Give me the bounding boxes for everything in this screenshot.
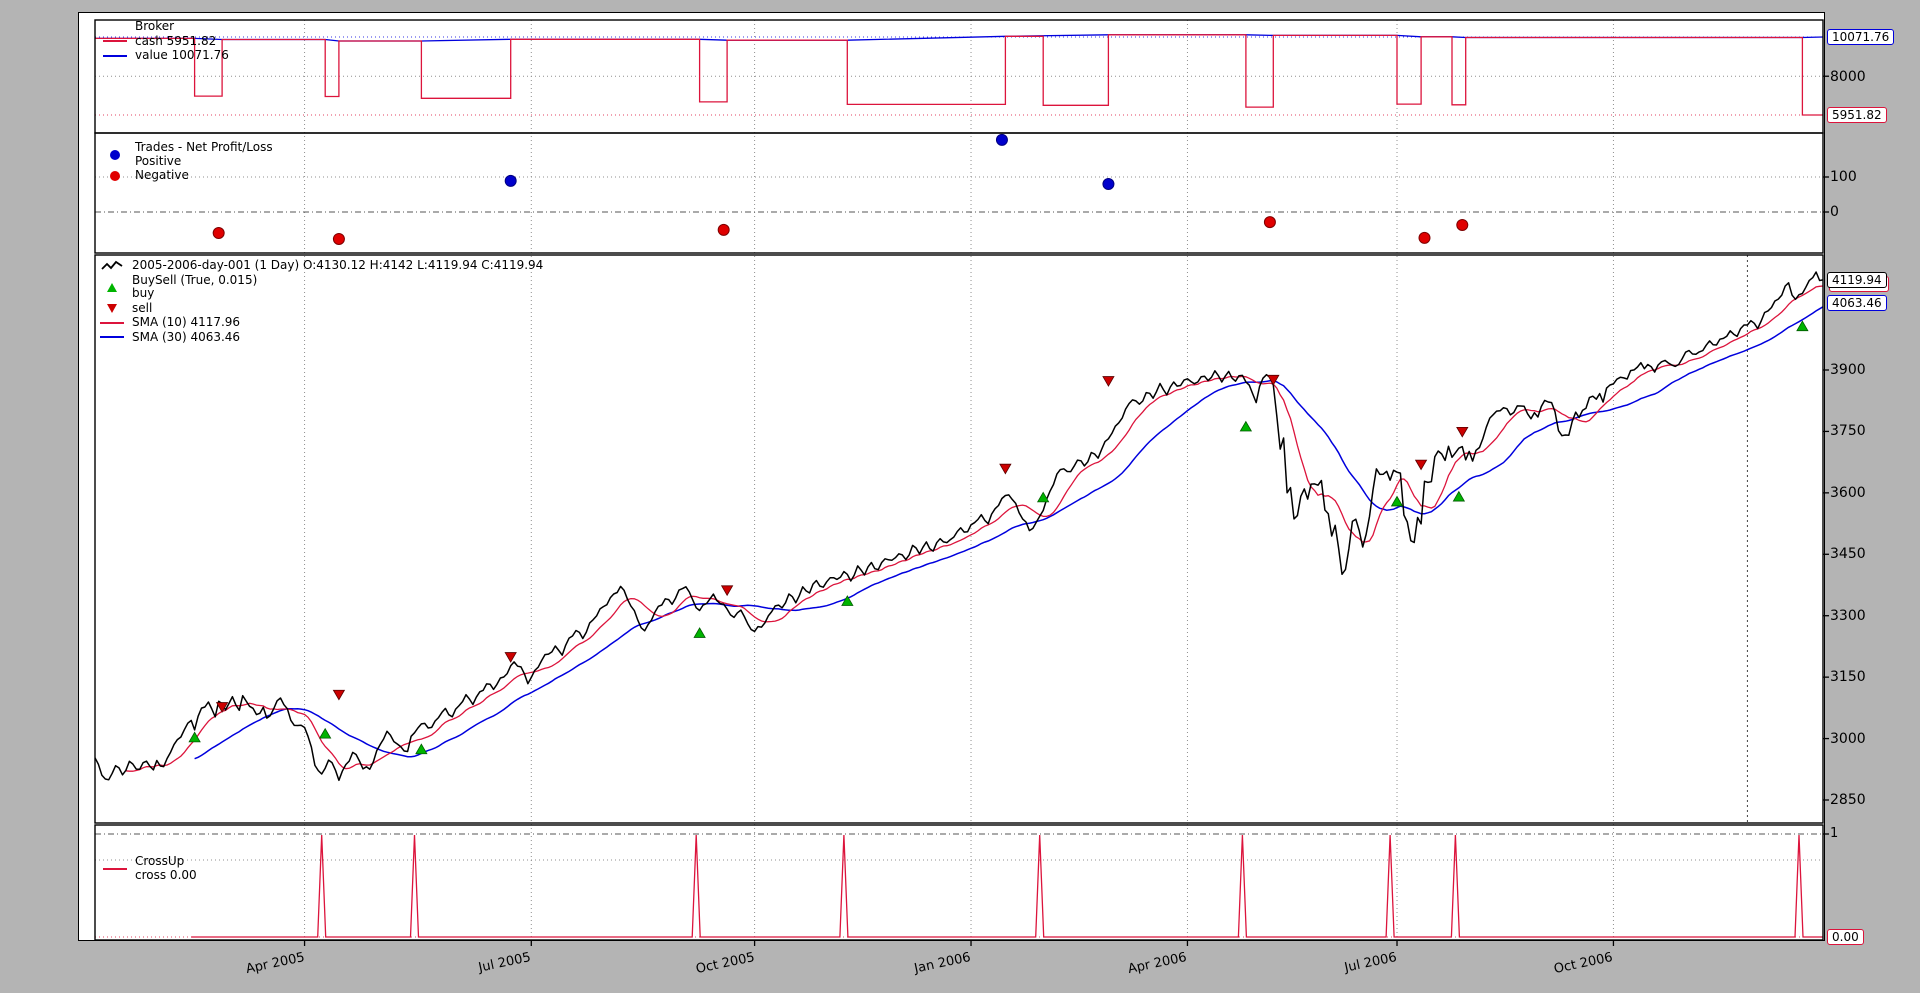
main-ytick-3750: 3750 (1830, 423, 1866, 440)
main-legend-sma10: SMA (10) 4117.96 (132, 315, 241, 329)
cash-line-swatch (103, 40, 127, 43)
buy-marker (1390, 495, 1404, 507)
sma10-line-swatch (100, 321, 124, 324)
sma30-line-swatch (100, 336, 124, 339)
buy-marker (1452, 490, 1466, 502)
trade-dot-positive (1102, 178, 1115, 190)
main-legend: 2005-2006-day-001 (1 Day) O:4130.12 H:41… (100, 258, 544, 345)
trades-legend-positive: Positive (135, 153, 182, 168)
sell-marker (504, 652, 517, 663)
broker-legend-title: Broker (135, 19, 175, 33)
buy-marker (415, 743, 428, 755)
trade-dot-negative (1263, 216, 1276, 229)
buy-marker (318, 727, 332, 739)
cross-ytick-1: 1 (1830, 826, 1839, 841)
main-ytick-3900: 3900 (1830, 362, 1866, 378)
trade-dot-positive (995, 133, 1008, 146)
main-ytick-3300: 3300 (1830, 607, 1866, 624)
value-last-tag: 10071.76 (1827, 29, 1895, 45)
trade-dot-negative (717, 223, 730, 236)
cross-last-tag: 0.00 (1827, 929, 1864, 945)
trades-legend-negative: Negative (135, 168, 189, 182)
trades-ytick-100: 100 (1830, 169, 1857, 185)
broker-legend-cash: cash 5951.82 (135, 33, 217, 48)
cash-line (95, 34, 1823, 116)
sma30-last-tag: 4063.46 (1827, 295, 1887, 311)
price-line (94, 271, 1824, 782)
sma30-line (194, 306, 1824, 760)
sell-marker (215, 702, 229, 713)
broker-legend-value: value 10071.76 (135, 48, 229, 62)
buy-marker (188, 731, 201, 743)
trades-ytick-0: 0 (1830, 204, 1839, 220)
main-ytick-3450: 3450 (1830, 546, 1866, 563)
trades-legend: Trades - Net Profit/Loss Positive Negativ… (103, 140, 273, 184)
price-line-icon (100, 260, 124, 272)
value-line-swatch (103, 54, 127, 57)
sell-marker (1102, 376, 1115, 387)
trade-dot-negative (212, 227, 225, 239)
sell-marker (999, 463, 1012, 475)
main-legend-sell: sell (132, 300, 153, 315)
sell-marker (332, 689, 346, 701)
sell-marker (1414, 459, 1428, 471)
crossup-panel (94, 824, 1824, 941)
main-ytick-3000: 3000 (1830, 730, 1866, 747)
sell-marker (1267, 374, 1280, 386)
cross-line-swatch (103, 867, 127, 870)
figure-background (78, 12, 1825, 941)
crossup-line (191, 834, 1823, 938)
main-ytick-2850: 2850 (1830, 792, 1866, 808)
broker-legend: Broker cash 5951.82 value 10071.76 (103, 19, 229, 64)
cash-last-tag: 5951.82 (1827, 107, 1887, 123)
trades-panel (94, 132, 1824, 254)
buy-marker (1239, 420, 1253, 432)
cross-legend-title: CrossUp (135, 854, 185, 868)
buy-marker-icon (100, 282, 124, 292)
trade-dot-positive (504, 174, 517, 187)
cross-legend-sub: cross 0.00 (135, 867, 197, 882)
sell-marker-icon (100, 303, 124, 313)
negative-dot-icon (103, 170, 127, 181)
main-ytick-3600: 3600 (1830, 484, 1866, 501)
main-legend-buysell: BuySell (True, 0.015) (132, 272, 258, 287)
main-ytick-3150: 3150 (1830, 669, 1866, 686)
sma10-line (125, 285, 1824, 772)
buy-marker (1036, 491, 1050, 503)
buy-marker (1796, 320, 1809, 332)
sell-marker (1456, 426, 1469, 438)
trade-dot-negative (332, 232, 345, 245)
trades-legend-title: Trades - Net Profit/Loss (135, 140, 273, 154)
positive-dot-icon (103, 149, 127, 160)
buy-marker (693, 627, 706, 638)
trade-dot-negative (1456, 218, 1469, 231)
cross-legend: CrossUp cross 0.00 (103, 854, 197, 883)
main-legend-sma30: SMA (30) 4063.46 (132, 329, 241, 344)
main-legend-data: 2005-2006-day-001 (1 Day) O:4130.12 H:41… (132, 258, 544, 272)
sell-marker (720, 585, 734, 597)
buy-marker (841, 595, 854, 606)
main-legend-buy: buy (132, 286, 155, 300)
main-panel (94, 254, 1824, 824)
broker-ytick-8000: 8000 (1830, 69, 1866, 85)
trade-dot-negative (1418, 231, 1431, 244)
price-last-tag: 4119.94 (1827, 272, 1887, 288)
